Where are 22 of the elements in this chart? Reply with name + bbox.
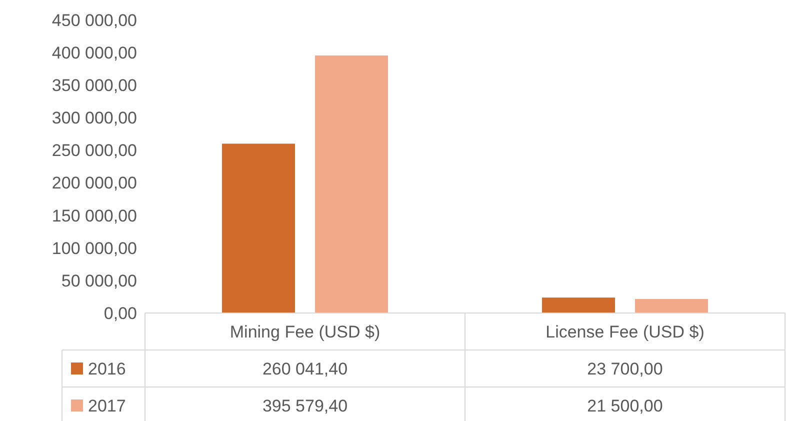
legend-label: 2017 xyxy=(88,396,126,416)
y-tick-label: 50 000,00 xyxy=(61,271,137,290)
y-tick-label: 0,00 xyxy=(104,304,137,323)
x-tick-label: Mining Fee (USD $) xyxy=(230,322,380,342)
y-tick-label: 150 000,00 xyxy=(52,206,137,226)
legend-label: 2016 xyxy=(88,359,126,378)
y-tick-label: 100 000,00 xyxy=(52,238,137,258)
data-label: 23 700,00 xyxy=(587,359,663,378)
bar xyxy=(315,55,388,313)
bar xyxy=(635,299,708,313)
y-tick-label: 200 000,00 xyxy=(52,174,137,193)
y-tick-label: 450 000,00 xyxy=(52,10,137,30)
data-label: 21 500,00 xyxy=(587,396,663,416)
y-tick-label: 400 000,00 xyxy=(52,44,137,63)
x-tick-label: License Fee (USD $) xyxy=(546,322,704,342)
data-label: 395 579,40 xyxy=(262,396,348,416)
y-tick-label: 300 000,00 xyxy=(52,108,137,128)
data-label: 260 041,40 xyxy=(262,359,348,378)
y-tick-label: 250 000,00 xyxy=(52,141,137,160)
bar xyxy=(542,298,615,313)
y-tick-label: 350 000,00 xyxy=(52,76,137,96)
bar xyxy=(222,144,295,313)
